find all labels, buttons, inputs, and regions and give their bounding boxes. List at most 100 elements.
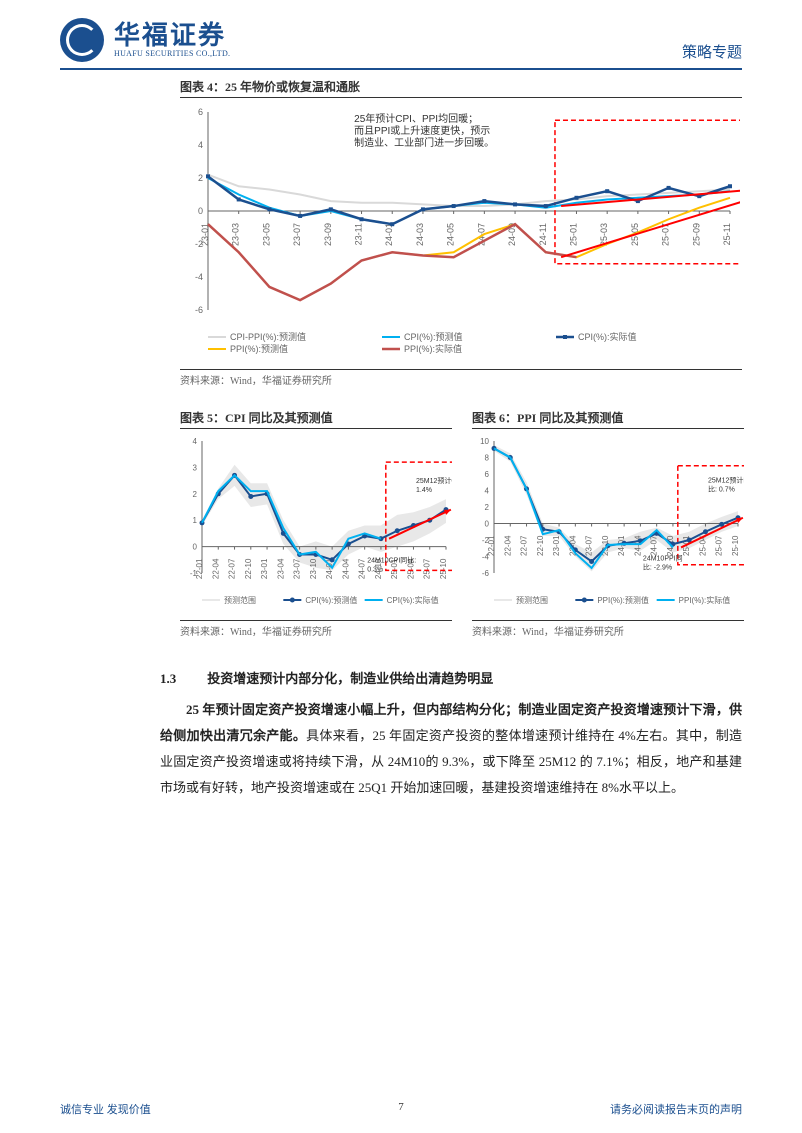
svg-text:2: 2 — [198, 173, 203, 183]
svg-text:25M12预计PPI同: 25M12预计PPI同 — [708, 475, 744, 484]
svg-text:23-07: 23-07 — [585, 535, 594, 556]
svg-text:23-03: 23-03 — [231, 223, 241, 246]
footer-right: 请务必阅读报告末页的声明 — [610, 1101, 742, 1117]
chart4-source: 资料来源：Wind，华福证券研究所 — [180, 369, 742, 387]
svg-text:24-07: 24-07 — [650, 535, 659, 556]
svg-text:22-01: 22-01 — [195, 558, 204, 579]
company-logo-icon — [60, 18, 104, 62]
svg-text:25-09: 25-09 — [691, 223, 701, 246]
report-topic: 策略专题 — [682, 41, 742, 62]
chart5-title: 图表 5：CPI 同比及其预测值 — [180, 405, 452, 429]
svg-text:1: 1 — [193, 516, 198, 525]
svg-text:2: 2 — [193, 490, 198, 499]
chart5-svg: -10123422-0122-0422-0722-1023-0123-0423-… — [180, 433, 452, 613]
svg-text:0.3%: 0.3% — [367, 566, 383, 573]
svg-text:24-04: 24-04 — [341, 558, 350, 579]
svg-text:24M10CPI同比:: 24M10CPI同比: — [367, 555, 416, 564]
svg-text:25年预计CPI、PPI均回暖；: 25年预计CPI、PPI均回暖； — [354, 112, 478, 125]
section-title: 投资增速预计内部分化，制造业供给出清趋势明显 — [207, 671, 493, 686]
chart6-source: 资料来源：Wind，华福证券研究所 — [472, 620, 744, 638]
svg-text:24-11: 24-11 — [538, 223, 548, 245]
svg-text:25-07: 25-07 — [423, 558, 432, 579]
svg-text:0: 0 — [193, 543, 198, 552]
svg-text:23-11: 23-11 — [354, 223, 364, 245]
chart4-svg: -6-4-2024623-0123-0323-0523-0723-0923-11… — [180, 102, 740, 362]
company-name-cn: 华福证券 — [114, 23, 230, 49]
svg-text:24-07: 24-07 — [358, 558, 367, 579]
svg-text:4: 4 — [193, 437, 198, 446]
chart6-title: 图表 6：PPI 同比及其预测值 — [472, 405, 744, 429]
svg-text:22-04: 22-04 — [211, 558, 220, 579]
svg-text:制造业、工业部门进一步回暖。: 制造业、工业部门进一步回暖。 — [354, 136, 494, 149]
footer-left: 诚信专业 发现价值 — [60, 1101, 151, 1117]
svg-text:CPI(%):预测值: CPI(%):预测值 — [404, 331, 463, 342]
svg-text:22-01: 22-01 — [487, 535, 496, 556]
svg-text:23-01: 23-01 — [552, 535, 561, 556]
footer-page-number: 7 — [398, 1101, 404, 1113]
svg-text:-6: -6 — [482, 569, 490, 578]
svg-text:PPI(%):预测值: PPI(%):预测值 — [230, 343, 288, 354]
svg-text:23-10: 23-10 — [309, 558, 318, 579]
chart6-svg: -6-4-2024681022-0122-0422-0722-1023-0123… — [472, 433, 744, 613]
svg-text:PPI(%):预测值: PPI(%):预测值 — [597, 595, 649, 605]
company-title-block: 华福证券 HUAFU SECURITIES CO.,LTD. — [114, 23, 230, 58]
svg-text:24-01: 24-01 — [384, 223, 394, 246]
svg-text:23-07: 23-07 — [292, 223, 302, 246]
svg-text:比: 0.7%: 比: 0.7% — [708, 484, 735, 493]
svg-text:预测范围: 预测范围 — [516, 595, 548, 605]
svg-text:24M10PPI同: 24M10PPI同 — [643, 555, 683, 563]
svg-text:23-01: 23-01 — [200, 223, 210, 246]
svg-text:0: 0 — [198, 206, 203, 216]
svg-text:预测范围: 预测范围 — [224, 595, 256, 605]
svg-text:PPI(%):实际值: PPI(%):实际值 — [679, 595, 731, 605]
chart4-title: 图表 4：25 年物价或恢复温和通胀 — [180, 74, 742, 98]
svg-text:25M12预计CPI同比:: 25M12预计CPI同比: — [416, 476, 452, 485]
svg-text:23-05: 23-05 — [261, 223, 271, 246]
svg-text:24-05: 24-05 — [446, 223, 456, 246]
svg-text:10: 10 — [480, 437, 489, 446]
svg-text:6: 6 — [198, 107, 203, 117]
svg-text:4: 4 — [198, 140, 203, 150]
svg-text:PPI(%):实际值: PPI(%):实际值 — [404, 343, 462, 354]
svg-text:23-01: 23-01 — [260, 558, 269, 579]
svg-text:22-10: 22-10 — [536, 535, 545, 556]
company-name-en: HUAFU SECURITIES CO.,LTD. — [114, 49, 230, 58]
section-heading: 1.3 投资增速预计内部分化，制造业供给出清趋势明显 — [160, 668, 742, 687]
chart5-source: 资料来源：Wind，华福证券研究所 — [180, 620, 452, 638]
svg-text:25-07: 25-07 — [715, 535, 724, 556]
svg-text:25-10: 25-10 — [731, 535, 740, 556]
page-footer: 诚信专业 发现价值 7 请务必阅读报告末页的声明 — [0, 1101, 802, 1117]
svg-text:6: 6 — [485, 470, 490, 479]
svg-text:24-03: 24-03 — [415, 223, 425, 246]
svg-text:25-10: 25-10 — [439, 558, 448, 579]
svg-text:4: 4 — [485, 487, 490, 496]
page-header: 华福证券 HUAFU SECURITIES CO.,LTD. 策略专题 — [0, 0, 802, 68]
svg-text:-6: -6 — [195, 305, 203, 315]
svg-text:CPI(%):实际值: CPI(%):实际值 — [387, 595, 439, 605]
svg-text:22-10: 22-10 — [244, 558, 253, 579]
svg-text:25-11: 25-11 — [722, 223, 732, 245]
chart6: -6-4-2024681022-0122-0422-0722-1023-0123… — [472, 433, 744, 618]
svg-text:而且PPI或上升速度更快，预示: 而且PPI或上升速度更快，预示 — [354, 124, 490, 137]
svg-text:23-07: 23-07 — [293, 558, 302, 579]
svg-text:24-04: 24-04 — [633, 535, 642, 556]
chart4: -6-4-2024623-0123-0323-0523-0723-0923-11… — [180, 102, 742, 367]
svg-text:22-04: 22-04 — [503, 535, 512, 556]
chart5: -10123422-0122-0422-0722-1023-0123-0423-… — [180, 433, 452, 618]
section-paragraph: 25 年预计固定资产投资增速小幅上升，但内部结构分化；制造业固定资产投资增速预计… — [160, 697, 742, 801]
svg-text:22-07: 22-07 — [228, 558, 237, 579]
svg-text:23-09: 23-09 — [323, 223, 333, 246]
svg-text:比: -2.9%: 比: -2.9% — [643, 563, 672, 572]
svg-text:1.4%: 1.4% — [416, 487, 432, 494]
svg-text:2: 2 — [485, 503, 490, 512]
svg-text:3: 3 — [193, 463, 198, 472]
svg-text:CPI(%):实际值: CPI(%):实际值 — [578, 331, 637, 342]
svg-text:8: 8 — [485, 454, 490, 463]
svg-text:22-07: 22-07 — [520, 535, 529, 556]
svg-text:25-01: 25-01 — [568, 223, 578, 246]
svg-text:CPI(%):预测值: CPI(%):预测值 — [305, 595, 357, 605]
section-number: 1.3 — [160, 671, 204, 687]
svg-text:-4: -4 — [195, 272, 203, 282]
svg-text:0: 0 — [485, 520, 490, 529]
svg-text:CPI-PPI(%):预测值: CPI-PPI(%):预测值 — [230, 331, 306, 342]
